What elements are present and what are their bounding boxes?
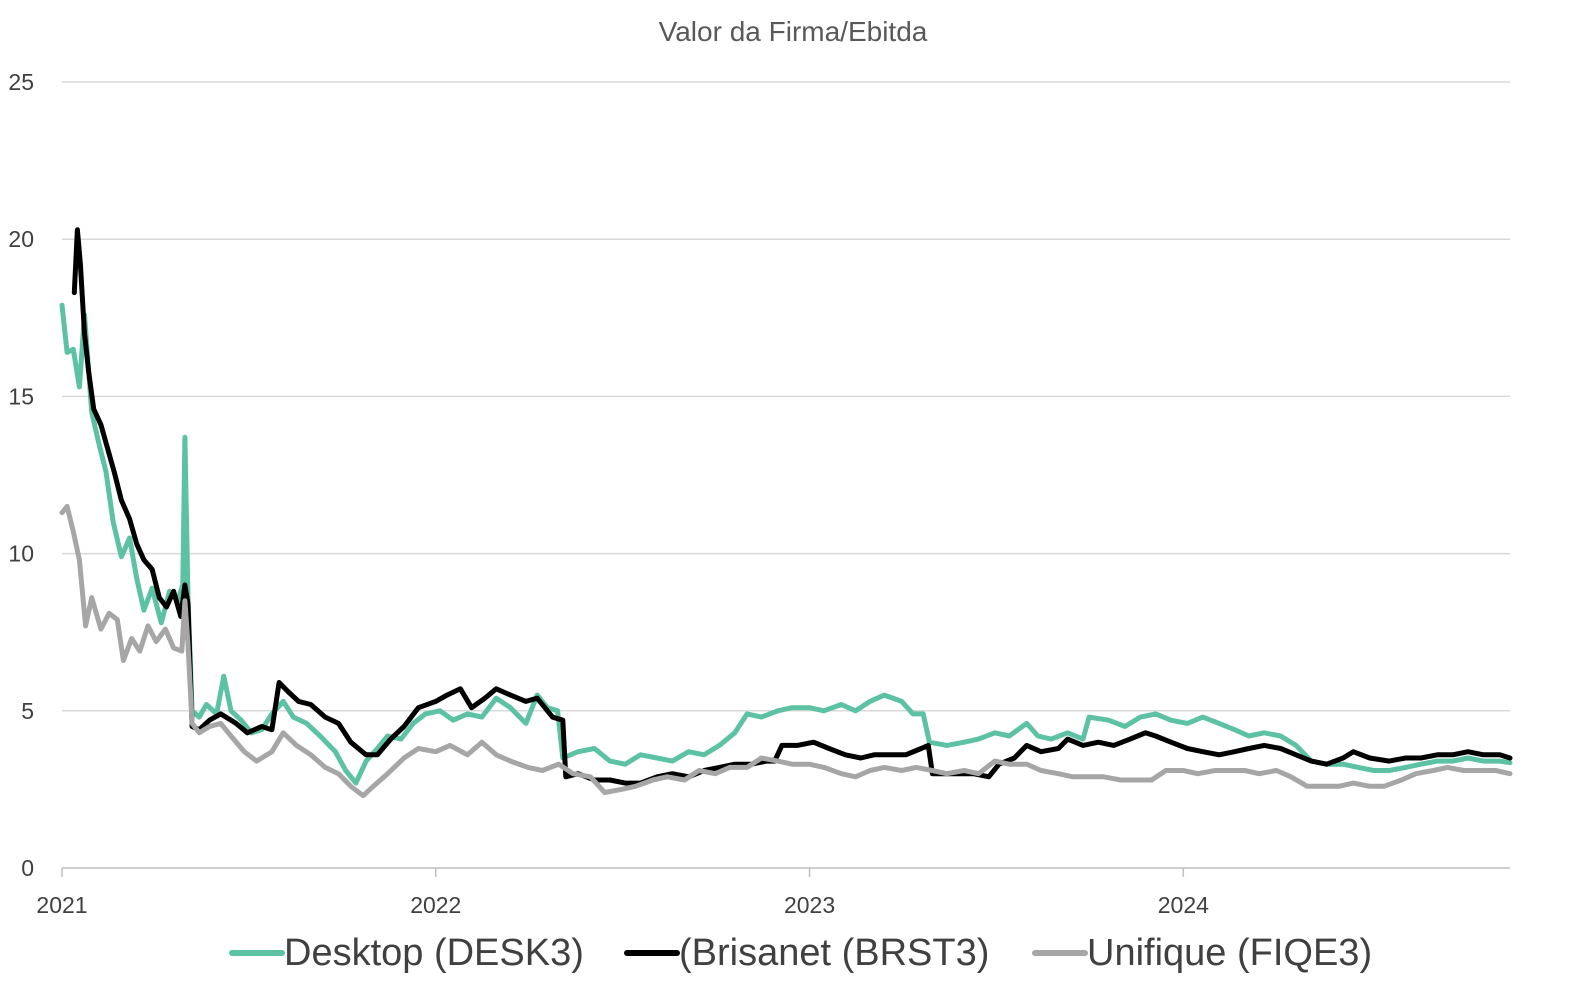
series-line-2 [59, 503, 1513, 799]
x-axis-ticks: 2021 2022 2023 2024 [36, 868, 1209, 918]
grid-lines [62, 81, 1510, 869]
y-tick-label: 15 [8, 383, 34, 409]
y-tick-label: 0 [21, 855, 34, 881]
series-lines [59, 227, 1513, 799]
x-tick-label: 2024 [1158, 892, 1209, 918]
y-tick-label: 20 [8, 226, 34, 252]
legend-label: Unifique (FIQE3) [1087, 932, 1372, 974]
x-tick-label: 2022 [410, 892, 461, 918]
y-tick-label: 10 [8, 541, 34, 567]
legend-label: Desktop (DESK3) [284, 932, 584, 974]
series-line-1 [71, 227, 1513, 786]
y-tick-label: 5 [21, 698, 34, 724]
chart-title: Valor da Firma/Ebitda [659, 16, 928, 47]
x-tick-label: 2021 [36, 892, 87, 918]
y-axis-ticks: 0 5 10 15 20 25 [8, 69, 34, 881]
x-tick-label: 2023 [784, 892, 835, 918]
legend-label: (Brisanet (BRST3) [679, 932, 989, 974]
y-tick-label: 25 [8, 69, 34, 95]
legend: Desktop (DESK3) (Brisanet (BRST3) Unifique… [229, 932, 1372, 974]
